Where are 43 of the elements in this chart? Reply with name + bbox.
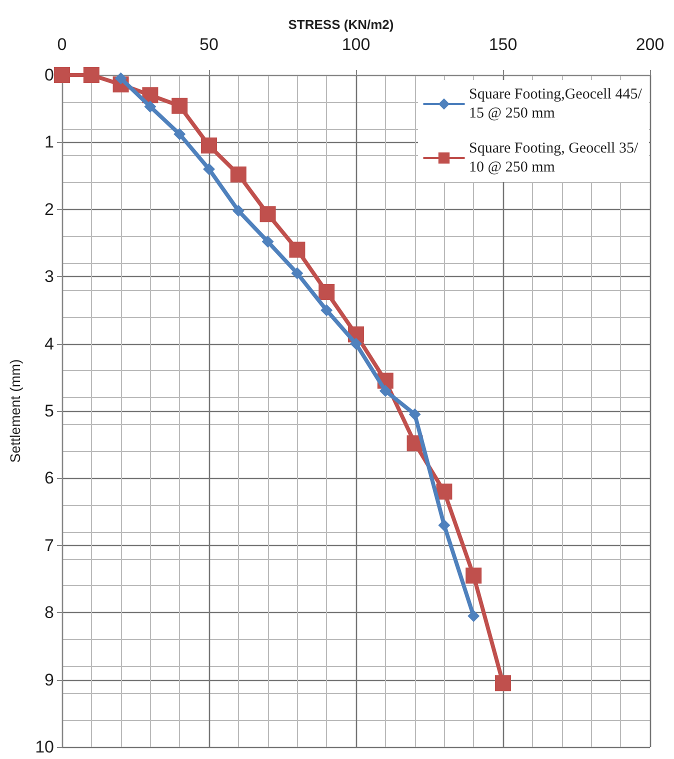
point <box>438 519 450 532</box>
point <box>232 204 244 217</box>
point <box>262 236 274 248</box>
x-tick-label: 50 <box>200 35 218 54</box>
y-axis-title: Settlement (mm) <box>7 359 23 463</box>
point <box>379 384 392 397</box>
x-tick-label: 200 <box>636 35 664 54</box>
point <box>495 675 511 692</box>
point <box>318 284 335 300</box>
point <box>436 484 452 500</box>
point <box>83 67 100 83</box>
point <box>172 98 188 114</box>
x-tick-label: 0 <box>57 35 67 54</box>
y-tick-label: 10 <box>35 738 54 756</box>
point <box>230 166 246 182</box>
point <box>201 138 217 154</box>
x-tick-label: 100 <box>342 35 370 54</box>
y-tick-label: 3 <box>44 267 54 286</box>
legend-label: Square Footing,Geocell 445/15 @ 250 mm <box>469 86 643 122</box>
y-tick-label: 2 <box>44 200 54 219</box>
point <box>466 568 482 584</box>
point <box>350 338 362 350</box>
x-tick-label: 150 <box>488 35 518 54</box>
point <box>320 304 333 316</box>
point <box>289 242 306 258</box>
y-tick-label: 4 <box>44 334 54 354</box>
point <box>203 163 215 176</box>
y-tick-label: 7 <box>44 536 54 555</box>
legend-label: Square Footing, Geocell 35/10 @ 250 mm <box>469 140 639 176</box>
point <box>54 67 70 83</box>
point <box>291 267 304 280</box>
y-tick-label: 9 <box>44 670 54 690</box>
y-tick-label: 8 <box>44 603 54 622</box>
y-tick-label: 5 <box>44 402 54 420</box>
y-tick-label: 1 <box>44 132 54 152</box>
y-tick-label: 6 <box>44 468 54 488</box>
point <box>468 610 480 622</box>
point <box>260 206 276 222</box>
point <box>408 408 421 420</box>
point <box>174 128 186 140</box>
y-tick-label: 0 <box>44 66 54 84</box>
x-axis-title: STRESS (KN/m2) <box>288 17 394 32</box>
point <box>144 100 156 113</box>
